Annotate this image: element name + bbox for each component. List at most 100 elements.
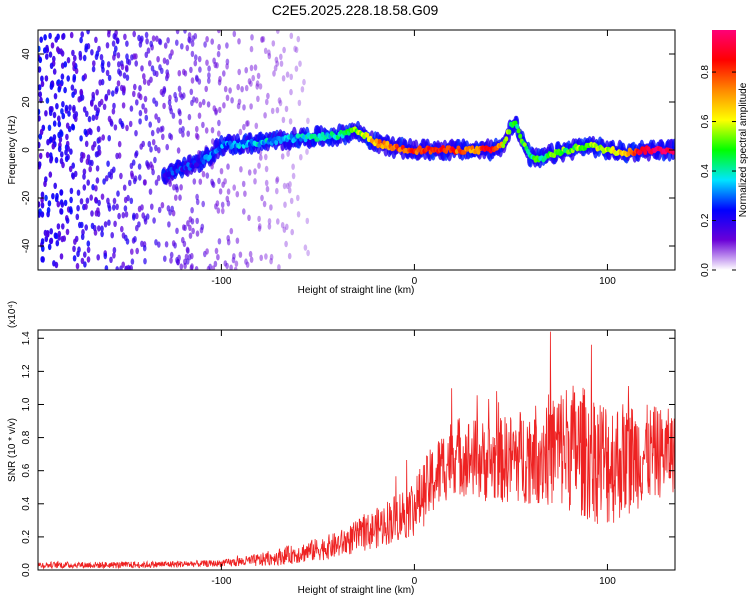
- spectrogram-speckle: [181, 126, 185, 133]
- spectrogram-speckle: [144, 51, 149, 58]
- snr-y-tick-label: 0.2: [21, 530, 32, 544]
- spectrogram-speckle: [60, 151, 64, 158]
- spectrogram-speckle: [157, 206, 162, 214]
- spectrogram-speckle: [91, 184, 95, 191]
- spectrogram-speckle: [187, 36, 191, 43]
- spectrogram-speckle: [132, 177, 137, 185]
- spectrogram-speckle: [251, 74, 255, 82]
- spectrogram-speckle: [46, 139, 50, 146]
- spectrogram-ridge-point: [365, 132, 370, 138]
- spectrogram-speckle: [244, 67, 248, 74]
- spectrogram-speckle: [214, 247, 219, 255]
- spectrogram-speckle: [216, 207, 221, 214]
- spectrogram-speckle: [57, 115, 61, 122]
- spectrogram-speckle: [214, 107, 218, 115]
- spectrogram-speckle: [285, 182, 290, 190]
- spectrogram-speckle: [107, 74, 112, 82]
- spectrogram-speckle: [216, 254, 220, 261]
- spectrogram-speckle: [105, 42, 110, 49]
- spectrogram-speckle: [107, 115, 112, 123]
- spectrogram-speckle: [282, 226, 287, 233]
- spectrogram-speckle: [145, 38, 149, 45]
- spectrogram-speckle: [86, 30, 90, 35]
- spectrogram-speckle: [160, 202, 165, 209]
- spectrogram-speckle: [115, 266, 119, 270]
- spectrogram-speckle: [269, 204, 273, 211]
- spectrogram-speckle: [125, 53, 129, 60]
- spectrogram-speckle: [72, 245, 76, 252]
- spectrogram-speckle: [112, 33, 117, 40]
- spectrogram-speckle: [90, 100, 94, 107]
- spectrogram-speckle: [223, 178, 227, 185]
- spectrogram-x-tick-label: -100: [211, 276, 231, 287]
- spectrogram-speckle: [73, 54, 77, 62]
- colorbar-tick-label: 0.6: [700, 114, 711, 128]
- spectrogram-x-tick-label: 100: [599, 276, 616, 287]
- spectrogram-speckle: [104, 95, 108, 102]
- spectrogram-speckle: [255, 83, 259, 90]
- spectrogram-speckle: [82, 168, 87, 175]
- spectrogram-speckle: [65, 228, 70, 236]
- spectrogram-speckle: [49, 157, 53, 164]
- spectrogram-speckle: [144, 114, 149, 122]
- spectrogram-speckle: [39, 36, 43, 43]
- spectrogram-speckle: [195, 125, 199, 133]
- spectrogram-speckle: [52, 68, 57, 75]
- spectrogram-speckle: [271, 40, 276, 47]
- spectrogram-speckle: [183, 30, 187, 34]
- spectrogram-speckle: [167, 99, 172, 106]
- spectrogram-speckle: [175, 39, 179, 46]
- spectrogram-speckle: [81, 152, 86, 159]
- spectrogram-speckle: [61, 112, 66, 120]
- spectrogram-speckle: [125, 74, 130, 81]
- spectrogram-speckle: [43, 34, 47, 41]
- spectrogram-speckle: [161, 90, 165, 98]
- snr-x-axis-label: Height of straight line (km): [298, 585, 415, 596]
- spectrogram-speckle: [174, 194, 178, 201]
- spectrogram-speckle: [45, 97, 50, 104]
- spectrogram-speckle: [167, 221, 171, 228]
- spectrogram-speckle: [240, 86, 244, 93]
- spectrogram-speckle: [146, 161, 150, 169]
- colorbar-tick-label: 0.8: [700, 65, 711, 79]
- spectrogram-speckle: [172, 184, 176, 191]
- spectrogram-speckle: [115, 86, 119, 93]
- spectrogram-speckle: [190, 207, 194, 214]
- spectrogram-speckle: [99, 98, 104, 106]
- spectrogram-speckle: [137, 221, 141, 228]
- spectrogram-speckle: [166, 72, 170, 79]
- spectrogram-speckle: [96, 107, 100, 114]
- spectrogram-speckle: [219, 168, 224, 175]
- spectrogram-speckle: [264, 165, 269, 173]
- spectrogram-speckle: [55, 103, 59, 110]
- spectrogram-speckle: [72, 74, 77, 81]
- spectrogram-speckle: [129, 105, 134, 112]
- spectrogram-speckle: [117, 152, 122, 159]
- spectrogram-speckle: [73, 238, 77, 245]
- spectrogram-speckle: [38, 66, 42, 73]
- spectrogram-speckle: [86, 256, 91, 263]
- spectrogram-speckle: [127, 59, 132, 66]
- spectrogram-speckle: [148, 188, 153, 195]
- spectrogram-speckle: [257, 215, 261, 223]
- spectrogram-speckle: [46, 207, 51, 214]
- spectrogram-speckle: [186, 247, 190, 254]
- spectrogram-speckle: [158, 38, 163, 46]
- spectrogram-speckle: [225, 195, 230, 202]
- spectrogram-x-ticks: -100 0 100: [211, 30, 616, 287]
- spectrogram-speckle: [186, 220, 190, 227]
- spectrogram-speckle: [52, 120, 57, 127]
- spectrogram-speckle: [85, 110, 89, 118]
- spectrogram-speckle: [112, 247, 117, 254]
- spectrogram-speckle: [66, 75, 70, 82]
- spectrogram-speckle: [49, 237, 54, 244]
- spectrogram-speckle: [225, 42, 229, 49]
- spectrogram-ridge-point: [240, 139, 245, 145]
- spectrogram-speckle: [275, 60, 280, 67]
- spectrogram-speckle: [288, 181, 292, 188]
- spectrogram-speckle: [230, 97, 234, 104]
- spectrogram-ridge-point: [320, 131, 325, 137]
- spectrogram-speckle: [69, 187, 74, 195]
- spectrogram-speckle: [257, 225, 262, 232]
- spectrogram-speckle: [71, 162, 75, 169]
